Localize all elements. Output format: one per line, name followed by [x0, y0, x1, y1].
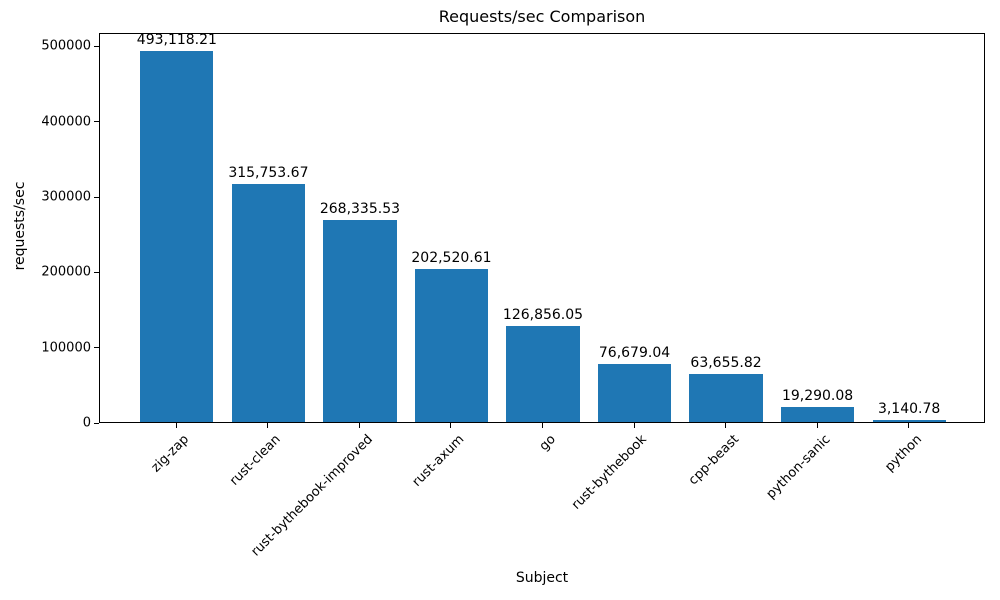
bar: [323, 219, 397, 422]
bar-value-label: 315,753.67: [228, 165, 309, 182]
bar-value-label: 268,335.53: [319, 200, 401, 217]
bar-value-label: 63,655.82: [690, 355, 762, 372]
x-tick-label: rust-clean: [227, 432, 285, 489]
bar: [597, 364, 672, 422]
bar: [506, 326, 580, 422]
y-tick: [94, 347, 99, 349]
x-tick: [816, 423, 818, 428]
x-tick: [267, 423, 269, 428]
bar-value-label: 126,856.05: [502, 307, 584, 324]
bar: [689, 374, 763, 422]
bar-value-label: 202,520.61: [411, 250, 492, 267]
bar: [140, 50, 214, 422]
y-tick: [94, 196, 99, 198]
bar: [780, 407, 855, 422]
y-axis-label: requests/sec: [12, 181, 28, 271]
bar-value-label: 76,679.04: [598, 345, 671, 362]
bar: [231, 184, 306, 422]
x-tick-label: python-sanic: [763, 432, 834, 502]
bar-value-label: 3,140.78: [877, 400, 941, 417]
y-tick-label: 100000: [41, 340, 91, 356]
y-tick-label: 300000: [41, 189, 91, 205]
y-tick-label: 400000: [41, 114, 91, 130]
x-tick-label: go: [536, 432, 559, 455]
x-tick-label: rust-bythebook: [569, 432, 651, 513]
x-tick-label: zig-zap: [149, 432, 193, 476]
y-tick-label: 0: [82, 415, 91, 431]
x-tick: [908, 423, 910, 428]
x-tick: [725, 423, 727, 428]
chart-title: Requests/sec Comparison: [438, 7, 646, 26]
x-tick: [358, 423, 360, 428]
x-tick-label: rust-axum: [409, 432, 468, 490]
y-tick: [94, 422, 99, 424]
bar: [872, 419, 946, 422]
y-tick: [94, 121, 99, 123]
bar: [414, 269, 489, 422]
x-tick: [542, 423, 543, 428]
x-tick-label: cpp-beast: [685, 432, 742, 489]
bar-value-label: 19,290.08: [781, 388, 854, 405]
x-axis-label: Subject: [515, 570, 569, 586]
y-tick: [94, 271, 99, 273]
y-tick-label: 200000: [41, 264, 91, 280]
y-tick-label: 500000: [41, 38, 91, 54]
x-tick-label: python: [881, 432, 925, 475]
plot-area: 493,118.21 315,753.67 268,335.53 202,520.61…: [99, 31, 985, 423]
x-tick: [633, 423, 635, 428]
bar-value-label: 493,118.21: [136, 31, 217, 48]
x-tick: [175, 423, 177, 428]
x-tick: [450, 423, 452, 428]
y-tick: [94, 45, 99, 47]
